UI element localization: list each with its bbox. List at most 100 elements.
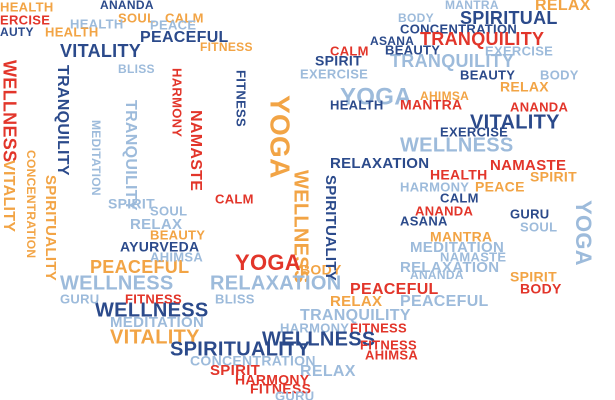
word: WELLNESS (95, 299, 209, 321)
word: NAMASTE (440, 249, 506, 264)
word: TRANQUILITY (122, 100, 139, 211)
word: HEALTH (70, 16, 124, 31)
word: RELAX (300, 363, 356, 380)
word: TRANQUILITY (390, 51, 514, 71)
word: RELAX (535, 0, 591, 14)
word: SPIRIT (510, 269, 557, 285)
word: YOGA (571, 200, 596, 266)
word: NAMASTE (490, 157, 566, 174)
word: RELAX (130, 216, 182, 233)
word: ERCISE (0, 12, 50, 27)
word: HEALTH (330, 97, 384, 112)
word: TRANQUILITY (300, 307, 411, 324)
word: HARMONY (400, 179, 469, 194)
word: BLISS (215, 291, 255, 306)
word: SPIRIT (210, 362, 260, 379)
word: YOGA (235, 250, 301, 275)
word: PEACEFUL (140, 29, 229, 46)
word: FITNESS (125, 291, 182, 306)
word: AYURVEDA (120, 239, 199, 255)
word: ANANDA (510, 99, 568, 114)
word: YOGA (265, 95, 296, 179)
word: RELAXATION (400, 259, 499, 276)
word: AHIMSA (150, 249, 203, 264)
word: BODY (398, 11, 434, 25)
word: TRANQUILITY (420, 29, 544, 49)
word: MEDITATION (89, 120, 103, 196)
word: HARMONY (235, 372, 310, 388)
word: HEALTH (430, 167, 488, 183)
word: AUTY (0, 25, 34, 39)
word: SPIRIT (108, 196, 155, 212)
word: VITALITY (110, 326, 200, 348)
word: WELLNESS (400, 134, 514, 156)
word: SOUL (520, 219, 557, 234)
word: CALM (330, 43, 369, 58)
word: GURU (510, 206, 549, 221)
word: RELAX (500, 79, 549, 95)
word: HEALTH (0, 0, 54, 14)
word: FITNESS (250, 381, 311, 397)
word: RELAXATION (210, 272, 342, 294)
word: FITNESS (360, 337, 417, 352)
word: WELLNESS (290, 170, 312, 284)
word: RELAXATION (330, 155, 429, 172)
word: ANANDA (410, 268, 464, 282)
word: BODY (300, 262, 342, 278)
word: CALM (440, 190, 479, 205)
word: HEALTH (45, 24, 99, 39)
word: NAMASTE (187, 110, 204, 191)
word: SOUL (118, 10, 155, 25)
word: WELLNESS (262, 328, 376, 350)
word: FITNESS (350, 320, 407, 335)
word: YOGA (340, 83, 412, 110)
word: CALM (215, 191, 254, 206)
word: MEDITATION (410, 239, 504, 256)
word: SPIRITUALITY (170, 338, 311, 360)
word: ASANA (400, 213, 448, 228)
word: EXERCISE (440, 124, 508, 139)
word: VITALITY (60, 41, 141, 61)
word: BODY (540, 67, 579, 82)
word: TRANQUILITY (54, 65, 71, 176)
word: GURU (60, 291, 99, 306)
word: HARMONY (280, 320, 349, 335)
word: MANTRA (445, 0, 499, 12)
word: BEAUTY (385, 42, 440, 57)
word: SPIRIT (530, 169, 577, 185)
word: WELLNESS (0, 60, 19, 162)
word: SPIRITUALITY (322, 175, 339, 281)
word: CONCENTRATION (400, 21, 517, 36)
word: FITNESS (234, 70, 249, 127)
word: SPIRIT (315, 53, 362, 69)
word: BEAUTY (460, 67, 515, 82)
word: PEACEFUL (400, 293, 489, 310)
word: MANTRA (430, 229, 492, 245)
word: CONCENTRATION (190, 353, 316, 369)
word: ANANDA (100, 0, 154, 12)
word: EXERCISE (485, 43, 553, 58)
word: VITALITY (470, 111, 560, 133)
word: SOUL (150, 203, 187, 218)
word: ANANDA (415, 203, 473, 218)
word: MANTRA (400, 97, 462, 113)
word: ASANA (370, 34, 414, 48)
word: PEACE (150, 17, 196, 32)
word: FITNESS (200, 40, 253, 54)
word: BLISS (118, 62, 155, 76)
word: AHIMSA (365, 347, 418, 362)
word: SPIRITUAL (460, 8, 558, 28)
word: AHIMSA (420, 89, 469, 103)
word: MEDITATION (110, 314, 204, 331)
word: CONCENTRATION (24, 150, 38, 258)
word: EXERCISE (300, 66, 368, 81)
word: PEACE (475, 179, 525, 195)
word: BODY (520, 281, 562, 297)
word: SPIRITUALITY (42, 175, 59, 281)
word: CALM (165, 10, 204, 25)
word: HARMONY (170, 68, 185, 137)
word: VITALITY (0, 160, 17, 232)
word: PEACEFUL (350, 281, 439, 298)
